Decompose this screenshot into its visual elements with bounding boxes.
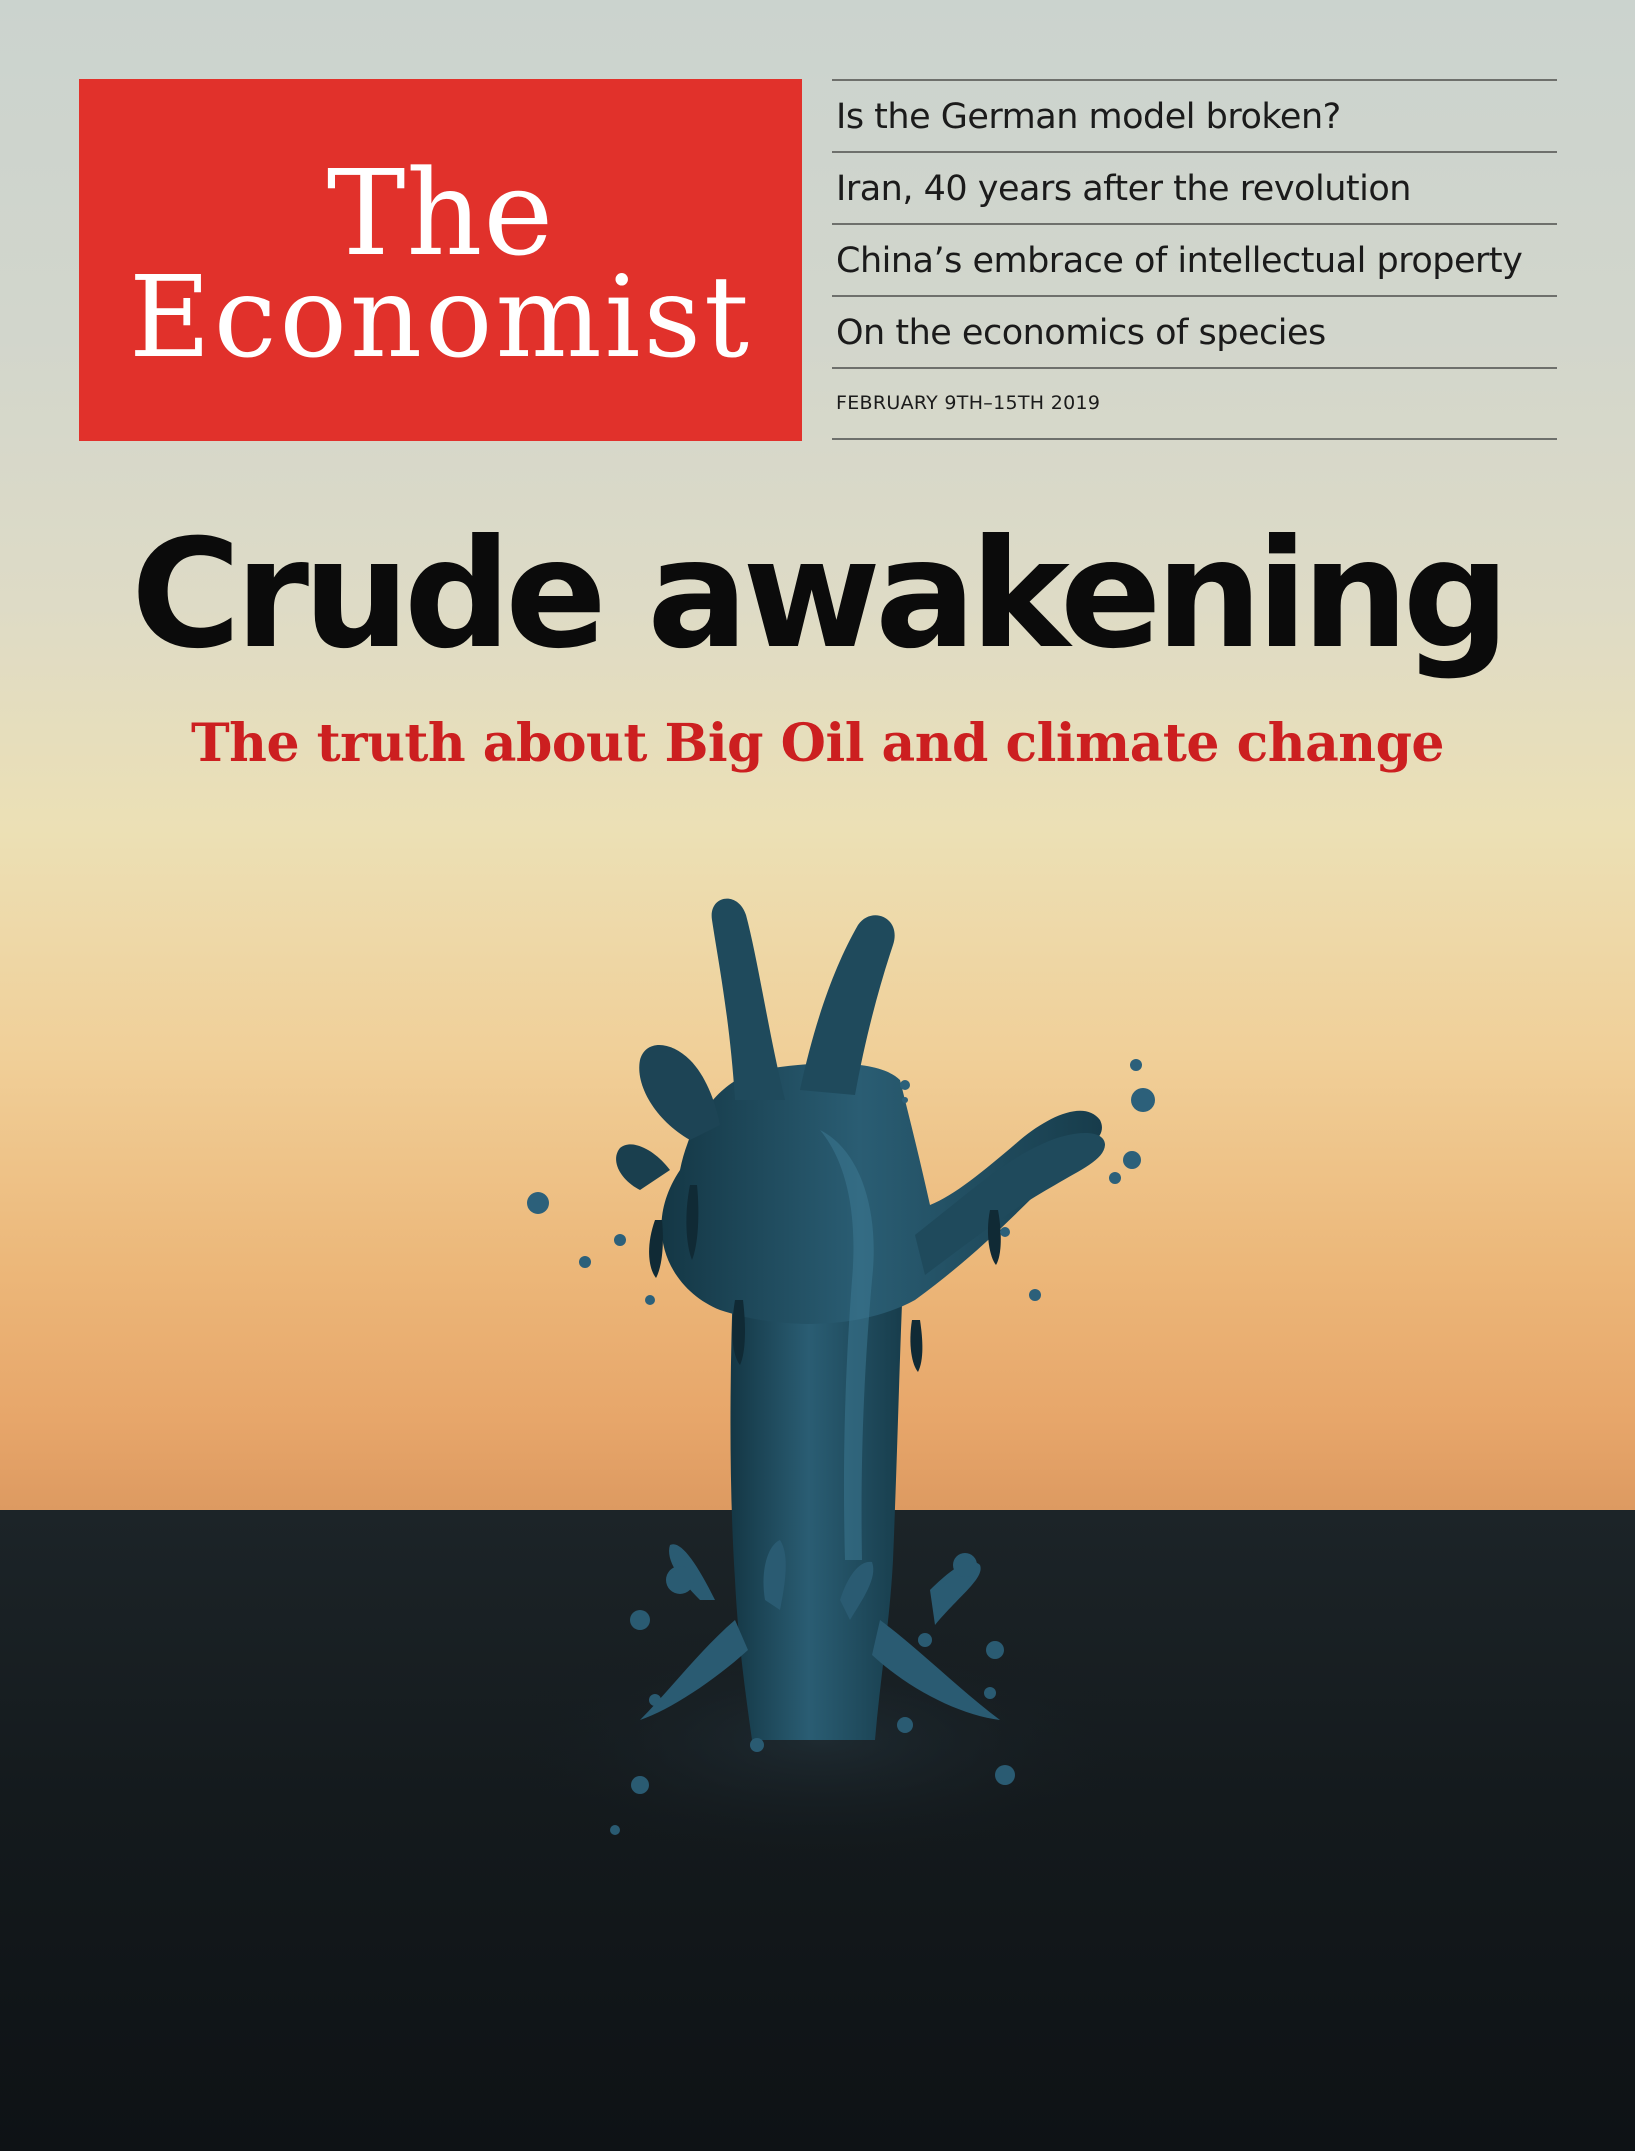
teaser-item: China’s embrace of intellectual property (836, 241, 1523, 281)
cover-headline: Crude awakening (130, 508, 1510, 682)
teaser-rule (832, 151, 1557, 153)
hand-silhouette (616, 898, 1105, 1740)
teaser-item: Iran, 40 years after the revolution (836, 169, 1411, 209)
oil-splash (610, 1540, 1015, 1835)
masthead-logo: The Economist (79, 79, 802, 441)
cover-subhead: The truth about Big Oil and climate chan… (190, 713, 1445, 774)
masthead-line-2: Economist (129, 253, 752, 383)
teaser-rule (832, 367, 1557, 369)
teaser-rule (832, 295, 1557, 297)
issue-dateline: FEBRUARY 9TH–15TH 2019 (836, 392, 1101, 414)
teaser-rule (832, 79, 1557, 81)
teaser-rule (832, 438, 1557, 440)
masthead-line-1: The (326, 144, 555, 282)
teaser-item: On the economics of species (836, 313, 1326, 353)
teaser-rule (832, 223, 1557, 225)
teaser-item: Is the German model broken? (836, 97, 1341, 137)
oil-droplets (527, 1059, 1155, 1305)
